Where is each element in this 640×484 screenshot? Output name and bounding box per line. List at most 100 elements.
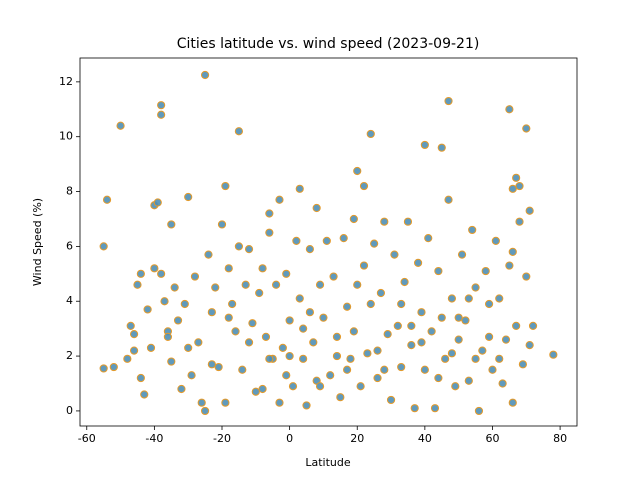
point (407, 341, 416, 350)
point (102, 195, 112, 204)
x-tick-label: 40 (418, 432, 432, 445)
point (380, 365, 389, 374)
x-axis-label: Latitude (305, 456, 351, 469)
point (437, 313, 446, 322)
point (370, 239, 379, 248)
point (123, 354, 132, 363)
point (430, 404, 440, 413)
point (241, 280, 250, 289)
point (288, 382, 298, 391)
point (420, 140, 429, 150)
point (501, 335, 511, 344)
point (491, 236, 500, 246)
point (224, 313, 233, 322)
point (329, 272, 338, 281)
point (234, 242, 244, 251)
point (342, 365, 352, 374)
y-tick-label: 12 (59, 75, 73, 88)
point (255, 288, 264, 298)
point (194, 338, 203, 347)
point (305, 308, 315, 317)
point (515, 181, 524, 191)
x-tick-label: 20 (350, 432, 364, 445)
point (258, 264, 267, 273)
point (515, 217, 524, 226)
point (549, 350, 558, 359)
point (498, 379, 507, 388)
point (214, 362, 223, 372)
point (342, 302, 352, 311)
point (390, 250, 399, 259)
point (349, 214, 358, 224)
point (407, 321, 416, 331)
point (187, 371, 196, 380)
point (190, 272, 200, 281)
point (380, 217, 389, 226)
point (278, 343, 287, 352)
x-tick-label: -20 (213, 432, 231, 445)
point (140, 390, 149, 399)
point (471, 354, 480, 363)
point (129, 346, 139, 355)
point (400, 277, 409, 287)
point (468, 225, 477, 235)
point (373, 373, 382, 383)
point (173, 316, 183, 325)
point (451, 382, 460, 391)
point (258, 384, 267, 394)
point (299, 324, 308, 333)
point (309, 338, 318, 347)
point (109, 362, 118, 372)
x-tick-label: 60 (485, 432, 499, 445)
point (444, 195, 453, 204)
point (417, 308, 426, 317)
point (285, 316, 294, 325)
point (207, 360, 216, 369)
point (200, 70, 210, 80)
point (359, 181, 369, 191)
point (265, 209, 274, 218)
point (146, 343, 156, 352)
point (420, 365, 429, 374)
point (295, 294, 304, 303)
point (518, 360, 528, 369)
x-tick-label: -40 (145, 432, 163, 445)
point (244, 338, 254, 347)
point (525, 341, 534, 350)
point (461, 316, 470, 325)
point (471, 283, 480, 292)
point (508, 184, 517, 193)
point (275, 195, 284, 204)
point (454, 335, 463, 344)
y-axis-label: Wind Speed (%) (31, 198, 44, 286)
point (221, 181, 230, 191)
point (282, 269, 291, 278)
point (508, 398, 517, 407)
point (299, 354, 308, 363)
y-tick-label: 8 (66, 185, 73, 198)
point (434, 373, 443, 383)
point (177, 384, 186, 394)
point (339, 234, 348, 243)
point (505, 261, 514, 270)
point (251, 387, 260, 396)
point (397, 362, 406, 372)
point (116, 121, 125, 130)
point (285, 351, 294, 361)
point (488, 365, 497, 374)
point (373, 346, 382, 355)
point (207, 308, 216, 317)
point (211, 283, 220, 292)
point (417, 338, 426, 347)
x-tick-label: 80 (553, 432, 567, 445)
point (305, 245, 315, 254)
point (248, 319, 257, 328)
point (495, 354, 504, 363)
point (464, 294, 473, 303)
point (457, 250, 467, 259)
point (454, 313, 463, 322)
point (234, 127, 244, 136)
point (403, 217, 413, 226)
point (525, 206, 534, 215)
